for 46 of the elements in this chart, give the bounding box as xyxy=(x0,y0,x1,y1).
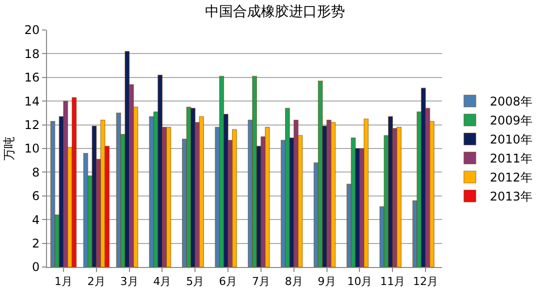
x-tick-label: 9月 xyxy=(318,275,336,288)
legend-label: 2011年 xyxy=(490,152,532,166)
bar xyxy=(72,97,77,267)
y-tick-label: 20 xyxy=(24,23,40,38)
y-tick-label: 10 xyxy=(24,142,40,156)
y-tick-label: 4 xyxy=(32,212,40,227)
y-tick-label: 8 xyxy=(32,165,40,180)
y-tick-label: 2 xyxy=(32,236,40,250)
bar xyxy=(166,126,172,267)
y-tick-label: 6 xyxy=(32,189,40,204)
bar xyxy=(396,126,402,267)
bar xyxy=(124,51,130,267)
x-tick-label: 1月 xyxy=(54,275,72,288)
bar xyxy=(83,152,88,267)
x-tick-label: 5月 xyxy=(186,275,204,288)
x-tick-label: 12月 xyxy=(413,275,438,288)
bar xyxy=(330,122,336,267)
legend-label: 2009年 xyxy=(490,114,532,128)
bar xyxy=(219,76,224,267)
bar xyxy=(63,100,68,267)
y-tick-label: 18 xyxy=(24,46,40,61)
bar xyxy=(199,116,204,267)
x-tick-label: 3月 xyxy=(120,275,138,288)
bar xyxy=(116,112,122,267)
x-tick-label: 4月 xyxy=(153,275,172,288)
x-tick-label: 8月 xyxy=(284,275,303,288)
x-tick-label: 11月 xyxy=(380,275,406,288)
bar xyxy=(364,118,369,267)
y-tick-label: 12 xyxy=(24,118,40,132)
y-tick-label: 0 xyxy=(32,260,40,274)
y-tick-label: 16 xyxy=(24,70,40,85)
legend-label: 2010年 xyxy=(490,132,532,147)
legend-label: 2008年 xyxy=(490,94,532,109)
x-tick-label: 2月 xyxy=(87,275,106,288)
x-tick-label: 10月 xyxy=(347,275,372,288)
legend-label: 2012年 xyxy=(490,170,532,185)
legend-label: 2013年 xyxy=(490,190,532,204)
bar xyxy=(252,76,257,267)
y-axis-title: 万吨 xyxy=(2,136,16,160)
x-tick-label: 7月 xyxy=(252,275,270,288)
bar xyxy=(264,126,270,267)
x-tick-label: 6月 xyxy=(219,275,238,288)
y-tick-label: 14 xyxy=(24,94,40,108)
bar xyxy=(158,74,163,267)
bar xyxy=(186,106,192,267)
chart-title: 中国合成橡胶进口形势 xyxy=(205,4,345,20)
